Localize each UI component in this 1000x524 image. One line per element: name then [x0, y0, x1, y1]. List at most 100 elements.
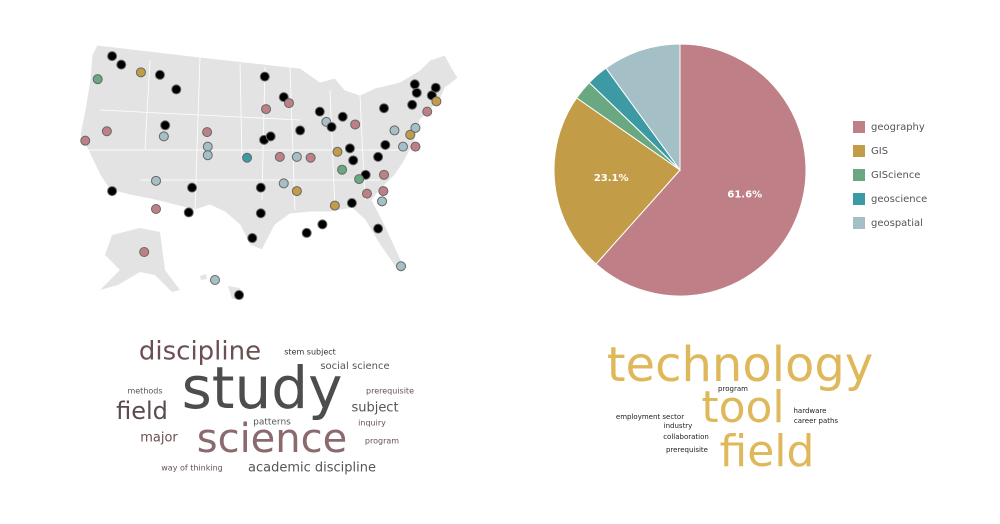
map-point — [154, 69, 165, 80]
word: academic discipline — [248, 461, 376, 476]
map-point — [354, 174, 365, 185]
map-point — [317, 219, 328, 230]
map-point — [135, 67, 146, 78]
map-point — [344, 143, 355, 154]
legend-swatch — [853, 169, 865, 181]
map-point — [247, 233, 258, 244]
word-cloud: discipline stem subject social science meth… — [116, 337, 414, 476]
word: program — [365, 437, 399, 446]
alaska — [100, 228, 180, 292]
legend-label: geography — [871, 122, 925, 133]
word: stem subject — [284, 348, 336, 357]
legend-label: geospatial — [871, 218, 923, 229]
word: discipline — [139, 337, 261, 367]
word: science — [197, 416, 348, 462]
pie-slice — [553, 97, 681, 265]
legend-swatch — [853, 121, 865, 133]
word: patterns — [253, 418, 291, 428]
word: program — [718, 385, 748, 393]
slice-label: 61.6% — [727, 190, 762, 201]
map-point — [410, 122, 421, 133]
map-points — [80, 51, 442, 301]
word: career paths — [794, 417, 838, 425]
map-point — [405, 129, 416, 140]
map-point — [101, 126, 112, 137]
map-point — [380, 139, 391, 150]
map-point — [329, 200, 340, 211]
map-point — [265, 131, 276, 142]
map-point — [410, 141, 421, 152]
legend-swatch — [853, 217, 865, 229]
map-point — [107, 186, 118, 197]
map-point — [107, 51, 118, 62]
map-point — [234, 290, 245, 301]
map-point — [430, 82, 441, 93]
legend-swatch — [853, 193, 865, 205]
map-point — [314, 106, 325, 117]
map-point — [183, 207, 194, 218]
map-point — [171, 84, 182, 95]
word: major — [140, 431, 178, 446]
map-point — [261, 104, 272, 115]
map-point — [284, 98, 294, 109]
map-point — [291, 186, 302, 197]
map-point — [396, 261, 407, 272]
map-point — [139, 247, 150, 257]
word: prerequisite — [366, 387, 414, 396]
pie-slice — [595, 43, 807, 297]
us-map — [79, 44, 459, 299]
map-point — [291, 151, 302, 162]
map-point — [373, 223, 384, 234]
map-point — [255, 208, 266, 219]
map-point — [187, 182, 198, 193]
map-point — [337, 111, 348, 122]
word: industry — [664, 422, 693, 430]
hawaii — [200, 274, 207, 280]
map-point — [210, 275, 220, 285]
word: field — [720, 426, 815, 477]
map-point — [377, 196, 388, 207]
pie-slice — [605, 43, 681, 172]
map-point — [259, 71, 270, 82]
map-point — [378, 186, 389, 197]
map-point — [409, 79, 420, 90]
legend-label: geoscience — [871, 194, 927, 205]
map-point — [202, 150, 213, 161]
map-point — [411, 87, 422, 98]
map-point — [202, 127, 213, 138]
map-point — [373, 151, 384, 162]
map-point — [158, 131, 169, 142]
state-lines — [88, 56, 400, 211]
map-point — [255, 182, 266, 193]
map-point — [305, 152, 316, 163]
map-point — [202, 141, 213, 152]
map-point — [350, 119, 361, 130]
word: inquiry — [358, 419, 386, 428]
map-point — [116, 59, 127, 70]
map-point — [326, 122, 337, 132]
map-point — [361, 188, 372, 199]
map-point — [301, 227, 312, 238]
map-point — [274, 151, 285, 162]
map-point — [407, 99, 418, 110]
word: technology — [607, 337, 874, 393]
legend-label: GIS — [871, 146, 888, 157]
word: collaboration — [663, 433, 709, 441]
legend-swatch — [853, 145, 865, 157]
map-point — [278, 178, 289, 189]
word: hardware — [794, 407, 827, 415]
word: study — [182, 354, 343, 422]
legend-label: GIScience — [871, 170, 920, 181]
slice-label: 23.1% — [594, 173, 629, 184]
map-point — [337, 164, 348, 175]
word: subject — [351, 401, 398, 416]
map-point — [242, 152, 253, 163]
map-point — [80, 135, 91, 146]
map-point — [398, 141, 408, 152]
word: prerequisite — [666, 446, 708, 454]
word: field — [116, 397, 168, 425]
word: employment sector — [616, 413, 684, 421]
